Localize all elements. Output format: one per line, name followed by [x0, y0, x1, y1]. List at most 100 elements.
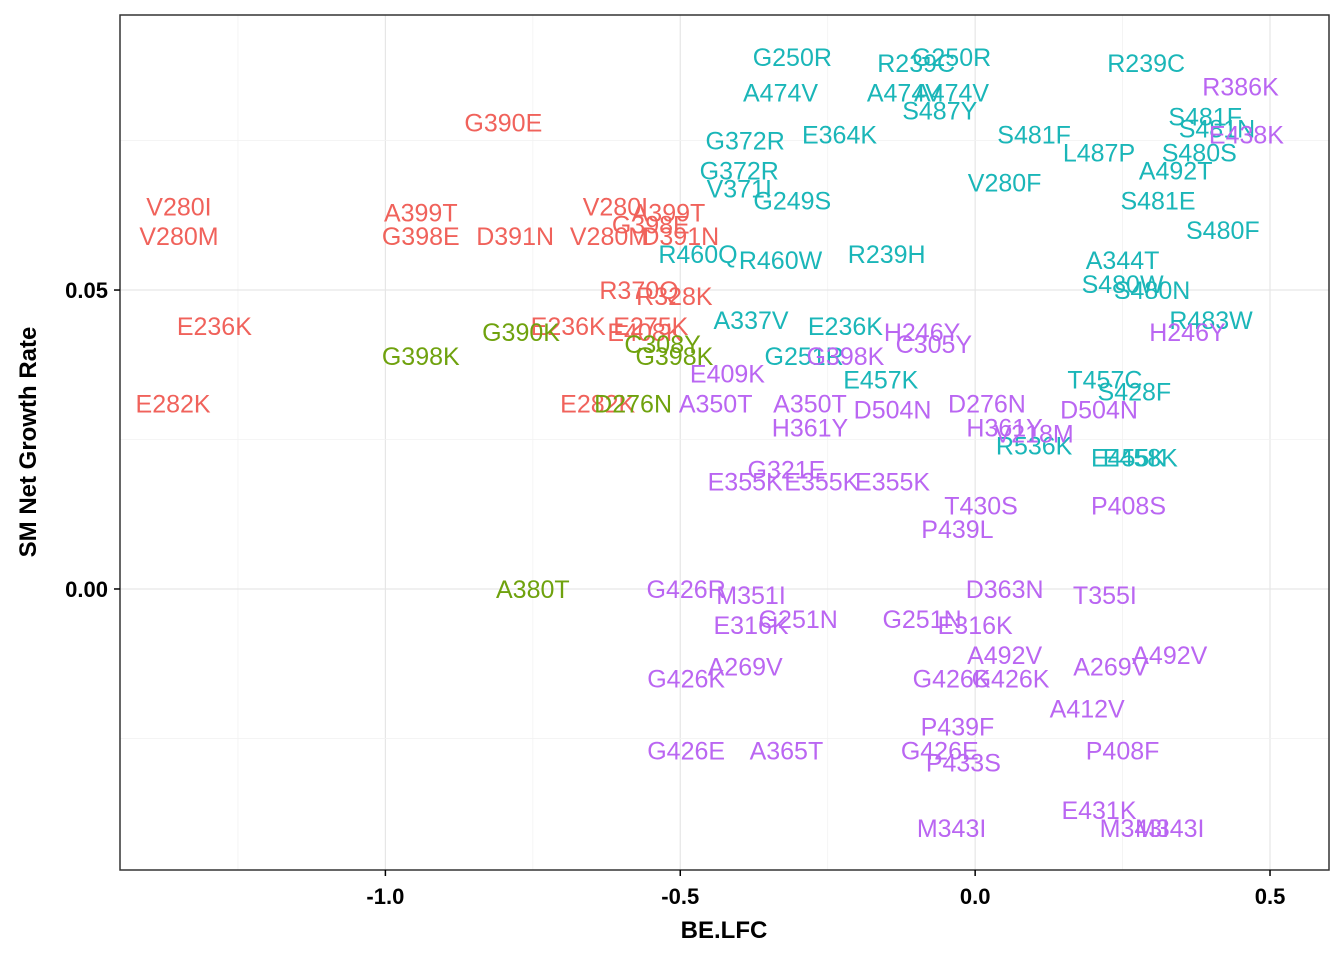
- point-label: G390K: [482, 319, 560, 347]
- point-label: A474V: [867, 80, 942, 108]
- point-label: H361Y: [772, 415, 849, 443]
- point-label: A492T: [1139, 157, 1213, 185]
- point-label: S481E: [1120, 187, 1195, 215]
- point-label: D276N: [594, 391, 672, 419]
- point-label: E236K: [808, 313, 883, 341]
- point-label: R239C: [1107, 50, 1185, 78]
- y-tick-label: 0.00: [65, 577, 108, 602]
- point-label: E316K: [938, 612, 1013, 640]
- point-label: S481F: [997, 122, 1071, 150]
- point-label: E409K: [690, 361, 765, 389]
- point-label: G321E: [748, 456, 826, 484]
- point-label: P408F: [1086, 737, 1160, 765]
- point-label: M343I: [1100, 815, 1169, 843]
- point-label: H246Y: [884, 319, 961, 347]
- point-label: A380T: [496, 576, 570, 604]
- point-label: E282K: [136, 391, 211, 419]
- point-label: G398K: [635, 343, 713, 371]
- point-label: C305Y: [896, 331, 973, 359]
- point-label: S480W: [1082, 271, 1164, 299]
- point-label: V280F: [968, 169, 1042, 197]
- point-label: R328K: [636, 283, 713, 311]
- point-label: E355K: [708, 468, 783, 496]
- panel-border: [119, 14, 1330, 871]
- point-label: H361Y: [966, 415, 1043, 443]
- x-tick-label: 0.0: [960, 884, 991, 909]
- x-tick-label: -0.5: [661, 884, 699, 909]
- point-label: G398K: [806, 343, 884, 371]
- point-label: D276N: [948, 391, 1026, 419]
- point-label: H246Y: [1149, 319, 1226, 347]
- point-label: S481N: [1179, 116, 1255, 144]
- point-label: R483W: [1169, 307, 1253, 335]
- point-label: C308Y: [624, 331, 701, 359]
- point-label: A344T: [1086, 247, 1160, 275]
- point-label: E316K: [714, 612, 789, 640]
- point-label: A365T: [750, 737, 824, 765]
- point-label: P439L: [921, 516, 993, 544]
- point-label: G398E: [382, 223, 460, 251]
- point-label: M343I: [917, 815, 986, 843]
- point-label: S428F: [1098, 379, 1172, 407]
- point-label: G249S: [753, 187, 831, 215]
- point-label: V371I: [707, 175, 772, 203]
- point-label: S480N: [1114, 277, 1190, 305]
- y-axis-title: SM Net Growth Rate: [15, 327, 42, 558]
- y-axis-ticks: 0.00 0.05: [65, 278, 120, 602]
- x-axis-ticks: -1.0 -0.5 0.0 0.5: [366, 870, 1285, 909]
- point-label: R386K: [1202, 74, 1279, 102]
- point-label: G250R: [912, 44, 991, 72]
- point-label: E457K: [843, 367, 918, 395]
- point-label: R370Q: [599, 277, 678, 305]
- point-label: A492V: [967, 642, 1042, 670]
- point-label: R536K: [996, 432, 1073, 460]
- point-label: G372R: [706, 128, 785, 156]
- point-label: R239C: [877, 50, 955, 78]
- point-label: D391N: [476, 223, 554, 251]
- point-label: V280I: [146, 193, 211, 221]
- point-label: D504N: [1060, 397, 1138, 425]
- point-label: E431K: [1061, 797, 1136, 825]
- point-label: V280M: [139, 223, 218, 251]
- point-label: A399T: [384, 199, 458, 227]
- point-label: G426K: [647, 666, 725, 694]
- point-label: A399T: [632, 199, 706, 227]
- point-label: A474V: [743, 80, 818, 108]
- point-label: E282K: [560, 391, 635, 419]
- point-label: G426K: [913, 666, 991, 694]
- point-label: E408K: [607, 319, 682, 347]
- point-label: E236K: [531, 313, 606, 341]
- point-label: A350T: [773, 391, 847, 419]
- point-label: A350T: [679, 391, 753, 419]
- point-label: E275K: [613, 313, 688, 341]
- point-label: V218M: [995, 421, 1074, 449]
- point-label: S480F: [1186, 217, 1260, 245]
- point-label: A337V: [714, 307, 789, 335]
- point-label: R460Q: [658, 241, 737, 269]
- point-label: S481F: [1168, 104, 1242, 132]
- point-label: V280M: [570, 223, 649, 251]
- point-label: G251N: [882, 606, 961, 634]
- point-label: E455K: [1091, 444, 1166, 472]
- point-label: G426K: [972, 666, 1050, 694]
- point-label: G398E: [612, 211, 690, 239]
- point-label: T457C: [1067, 367, 1142, 395]
- point-label: E364K: [802, 122, 877, 150]
- x-axis-title: BE.LFC: [681, 917, 768, 944]
- point-label: G426E: [647, 737, 725, 765]
- point-label: V280I: [583, 193, 648, 221]
- point-label: D504N: [854, 397, 932, 425]
- point-label: G250R: [753, 44, 832, 72]
- point-label: P439F: [921, 714, 995, 742]
- x-tick-label: 0.5: [1255, 884, 1286, 909]
- point-label: T430S: [944, 492, 1018, 520]
- point-label: E236K: [177, 313, 252, 341]
- point-label: A269V: [1073, 654, 1148, 682]
- point-label: G390E: [464, 110, 542, 138]
